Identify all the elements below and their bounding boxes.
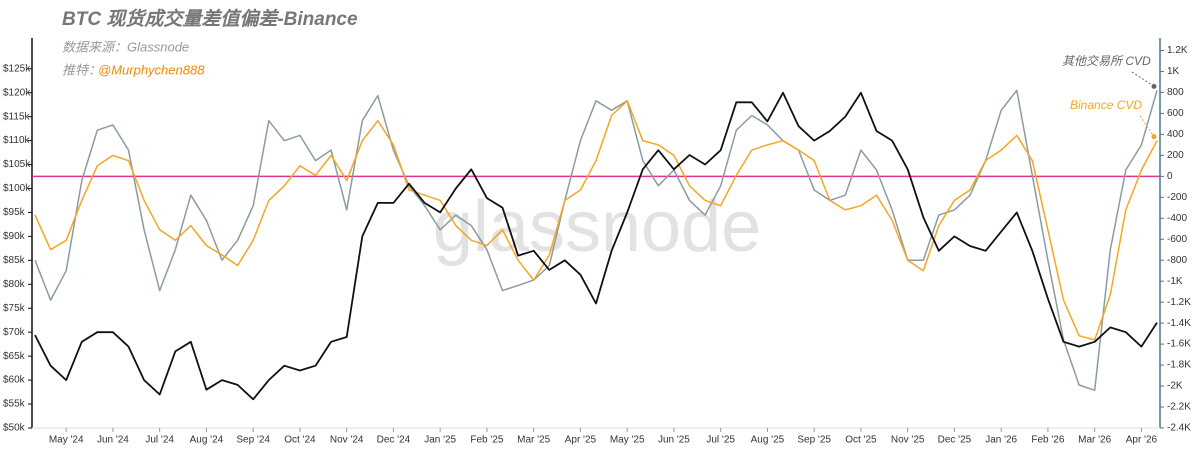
x-tick-label: Mar '25 bbox=[517, 435, 550, 446]
annotation-arrowhead bbox=[1151, 134, 1157, 140]
y-tick-label: $95k bbox=[3, 207, 26, 218]
y2-tick-label: -200 bbox=[1167, 192, 1187, 203]
source: 数据来源：Glassnode bbox=[62, 39, 189, 54]
x-tick-label: Sep '24 bbox=[236, 435, 270, 446]
x-tick-label: May '24 bbox=[49, 435, 84, 446]
x-tick-label: Jun '24 bbox=[97, 435, 129, 446]
x-tick-label: Jun '25 bbox=[658, 435, 690, 446]
y2-tick-label: 200 bbox=[1167, 150, 1184, 161]
x-tick-label: Feb '26 bbox=[1031, 435, 1064, 446]
series-line bbox=[34, 100, 1158, 341]
y-tick-label: $100k bbox=[3, 183, 31, 194]
x-tick-label: May '25 bbox=[610, 435, 645, 446]
y-tick-label: $125k bbox=[3, 63, 31, 74]
x-tick-label: Nov '25 bbox=[891, 435, 925, 446]
x-tick-label: Mar '26 bbox=[1078, 435, 1111, 446]
y-tick-label: $90k bbox=[3, 231, 26, 242]
x-tick-label: Feb '25 bbox=[470, 435, 503, 446]
y2-tick-label: 400 bbox=[1167, 129, 1184, 140]
y2-tick-label: -800 bbox=[1167, 255, 1187, 266]
y-tick-label: $70k bbox=[3, 327, 26, 338]
x-tick-label: Dec '24 bbox=[377, 435, 411, 446]
chart-title: BTC 现货成交量差值偏差-Binance bbox=[62, 8, 358, 30]
y2-tick-label: 800 bbox=[1167, 87, 1184, 98]
y-tick-label: $60k bbox=[3, 375, 26, 386]
y-tick-label: $110k bbox=[3, 135, 31, 146]
y-tick-label: $85k bbox=[3, 255, 26, 266]
y-tick-label: $50k bbox=[3, 423, 26, 434]
y-tick-label: $115k bbox=[3, 111, 31, 122]
x-tick-label: Sep '25 bbox=[797, 435, 831, 446]
watermark: glassnode bbox=[433, 187, 761, 267]
annotation-arrowhead bbox=[1151, 83, 1157, 89]
x-tick-label: Apr '26 bbox=[1126, 435, 1158, 446]
x-tick-label: Oct '24 bbox=[284, 435, 316, 446]
y-tick-label: $65k bbox=[3, 351, 26, 362]
y2-tick-label: 600 bbox=[1167, 108, 1184, 119]
author: @Murphychen888 bbox=[98, 62, 205, 77]
y-tick-label: $105k bbox=[3, 159, 31, 170]
author-prefix: 推特： bbox=[62, 62, 101, 77]
y-tick-label: $80k bbox=[3, 279, 26, 290]
x-tick-label: Apr '25 bbox=[565, 435, 597, 446]
y2-tick-label: -1K bbox=[1167, 276, 1183, 287]
x-tick-label: Jul '25 bbox=[706, 435, 735, 446]
series-annotation: Binance CVD bbox=[1070, 98, 1142, 112]
y2-tick-label: -600 bbox=[1167, 234, 1187, 245]
x-tick-label: Aug '25 bbox=[751, 435, 785, 446]
y2-tick-label: 1K bbox=[1167, 66, 1180, 77]
y-tick-label: $120k bbox=[3, 87, 31, 98]
series-annotation: 其他交易所 CVD bbox=[1062, 54, 1151, 68]
y2-tick-label: -2K bbox=[1167, 381, 1183, 392]
y-tick-label: $55k bbox=[3, 399, 26, 410]
x-tick-label: Oct '25 bbox=[845, 435, 877, 446]
y2-tick-label: 1.2K bbox=[1167, 45, 1188, 56]
y2-tick-label: -1.2K bbox=[1167, 297, 1191, 308]
x-tick-label: Jul '24 bbox=[145, 435, 174, 446]
x-tick-label: Aug '24 bbox=[190, 435, 224, 446]
series-line bbox=[34, 89, 1158, 391]
y2-tick-label: -1.6K bbox=[1167, 339, 1191, 350]
x-tick-label: Jan '26 bbox=[985, 435, 1017, 446]
y2-tick-label: 0 bbox=[1167, 171, 1173, 182]
x-tick-label: Jan '25 bbox=[424, 435, 456, 446]
annotation-arrow bbox=[1131, 71, 1155, 87]
y2-tick-label: -1.8K bbox=[1167, 360, 1191, 371]
annotation-arrow bbox=[1139, 115, 1155, 137]
series-line bbox=[34, 91, 1158, 401]
x-tick-label: Dec '25 bbox=[938, 435, 972, 446]
y-tick-label: $75k bbox=[3, 303, 26, 314]
y2-tick-label: -2.2K bbox=[1167, 402, 1191, 413]
y2-tick-label: -400 bbox=[1167, 213, 1187, 224]
x-tick-label: Nov '24 bbox=[330, 435, 364, 446]
y2-tick-label: -1.4K bbox=[1167, 318, 1191, 329]
y2-tick-label: -2.4K bbox=[1167, 423, 1191, 434]
